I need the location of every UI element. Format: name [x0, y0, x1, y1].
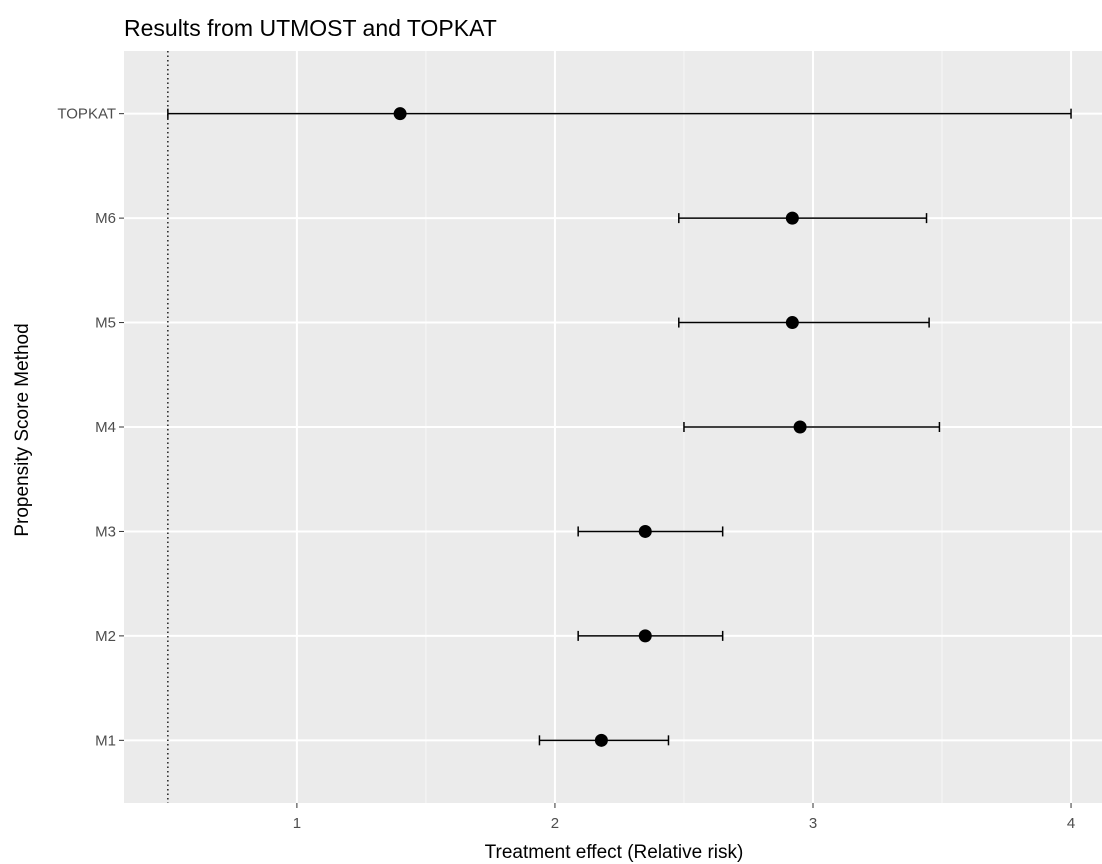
- chart-title: Results from UTMOST and TOPKAT: [124, 15, 497, 41]
- point-M3: [638, 524, 652, 538]
- error-bars: [167, 108, 1072, 746]
- errorbar-M6: [678, 213, 928, 224]
- y-tick-label: M6: [95, 210, 116, 227]
- x-tick-label: 4: [1067, 815, 1075, 832]
- y-tick-label: M1: [95, 732, 116, 749]
- point-M5: [785, 316, 799, 330]
- y-tick-label: M2: [95, 628, 116, 645]
- y-tick-label: M3: [95, 523, 116, 540]
- x-tick-label: 3: [809, 815, 817, 832]
- y-tick-label: TOPKAT: [57, 106, 116, 123]
- errorbar-M4: [683, 422, 941, 432]
- y-axis: TOPKAT M6 M5 M4 M3 M2 M1: [57, 106, 124, 749]
- x-axis-title: Treatment effect (Relative risk): [485, 842, 744, 863]
- y-axis-title: Propensity Score Method: [12, 323, 33, 536]
- x-tick-label: 2: [551, 815, 559, 832]
- point-M6: [785, 211, 799, 225]
- y-tick-label: M4: [95, 419, 116, 436]
- point-M1: [594, 733, 608, 747]
- point-TOPKAT: [393, 107, 407, 121]
- x-axis: 1 2 3 4: [293, 803, 1075, 832]
- point-M4: [793, 420, 807, 434]
- y-tick-label: M5: [95, 315, 116, 332]
- errorbar-TOPKAT: [167, 108, 1072, 119]
- data-points: [393, 107, 807, 747]
- point-M2: [638, 629, 652, 643]
- errorbar-M5: [678, 317, 930, 328]
- x-tick-label: 1: [293, 815, 301, 832]
